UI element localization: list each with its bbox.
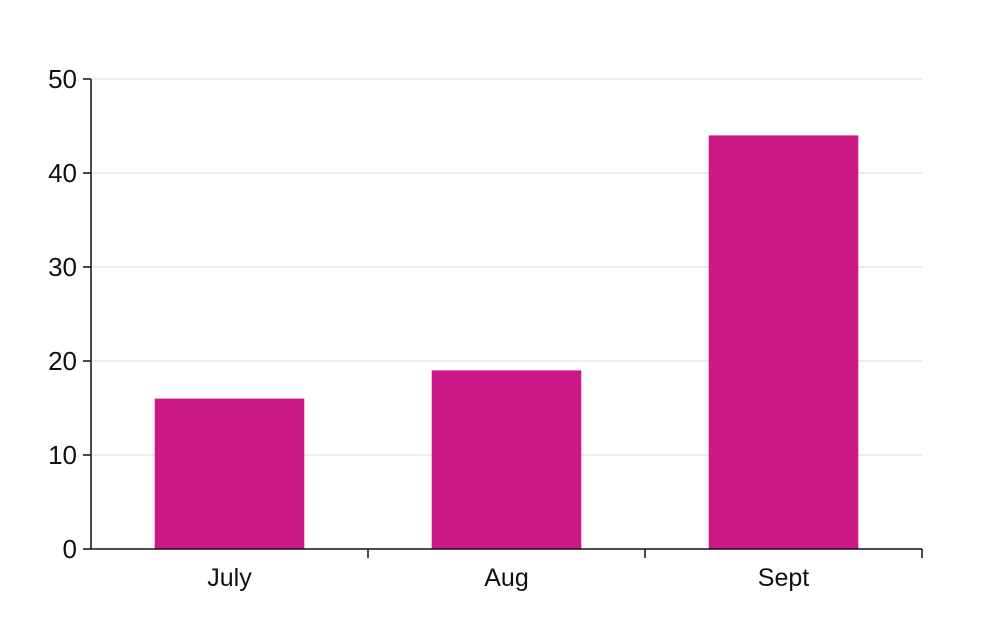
bars bbox=[154, 135, 859, 549]
y-tick-label: 40 bbox=[48, 158, 77, 188]
y-tick-label: 30 bbox=[48, 252, 77, 282]
tick-labels: 0 10 20 30 40 50 July Aug Sept bbox=[48, 64, 809, 592]
y-tick-label: 50 bbox=[48, 64, 77, 94]
x-tick-label: Sept bbox=[758, 564, 809, 592]
axes bbox=[83, 78, 923, 558]
x-tick-label: Aug bbox=[484, 564, 528, 592]
bar-sept bbox=[708, 135, 859, 549]
x-tick-label: July bbox=[207, 564, 252, 592]
y-tick-label: 20 bbox=[48, 346, 77, 376]
y-tick-label: 10 bbox=[48, 440, 77, 470]
bar-july bbox=[154, 398, 305, 549]
y-tick-label: 0 bbox=[63, 534, 77, 564]
bar-aug bbox=[431, 370, 582, 549]
